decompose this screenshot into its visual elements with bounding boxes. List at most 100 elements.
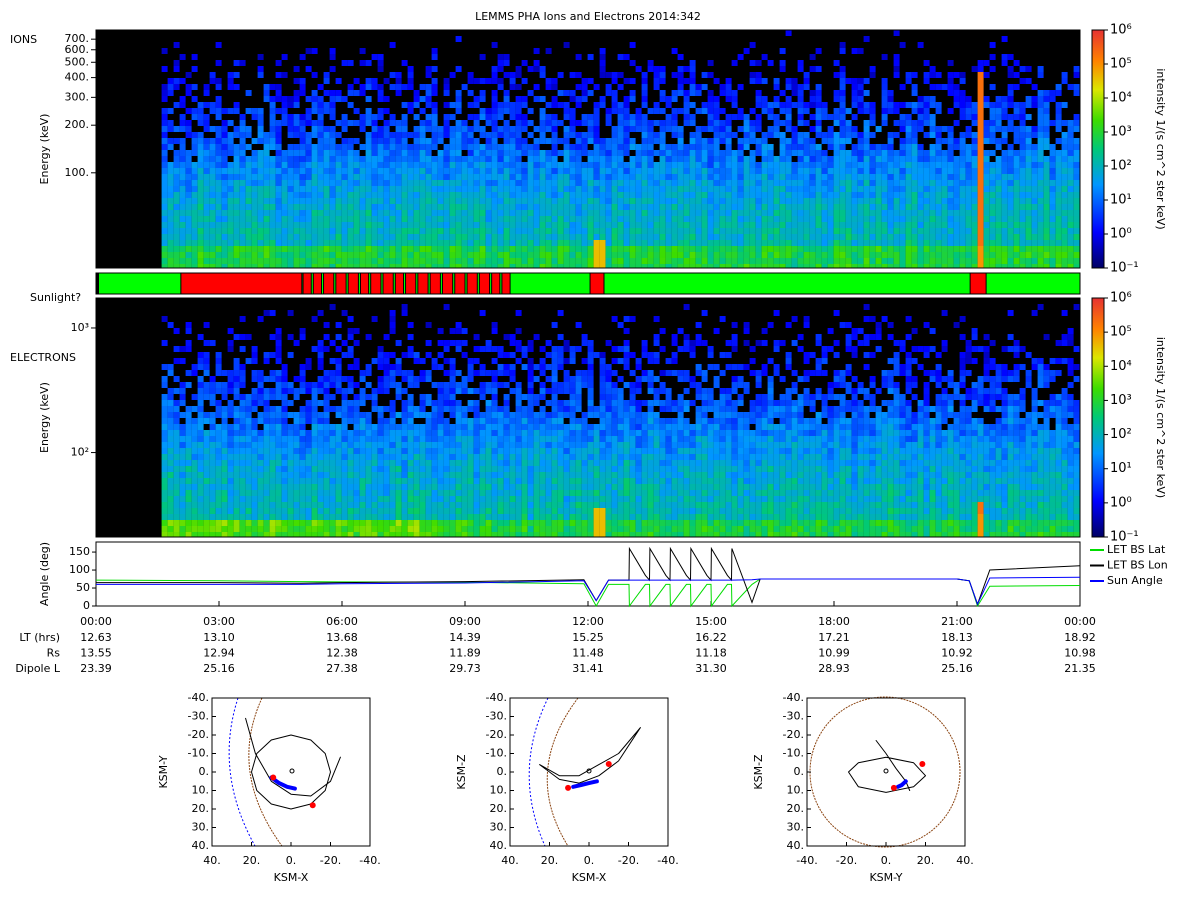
spectrogram-pixel [263, 418, 270, 424]
spectrogram-pixel [953, 180, 960, 186]
spectrogram-pixel [401, 174, 408, 180]
spectrogram-pixel [1019, 252, 1026, 258]
spectrogram-pixel [485, 204, 492, 210]
spectrogram-pixel [947, 192, 954, 198]
spectrogram-pixel [479, 258, 486, 264]
spectrogram-pixel [347, 186, 354, 192]
spectrogram-pixel [203, 436, 210, 442]
spectrogram-pixel [773, 216, 780, 222]
spectrogram-pixel [737, 258, 744, 264]
spectrogram-pixel [197, 514, 204, 520]
spectrogram-pixel [383, 174, 390, 180]
spectrogram-pixel [1001, 186, 1008, 192]
spectrogram-pixel [1067, 162, 1074, 168]
spectrogram-pixel [251, 156, 258, 162]
spectrogram-pixel [893, 66, 900, 72]
spectrogram-pixel [377, 228, 384, 234]
spectrogram-pixel [401, 138, 408, 144]
spectrogram-pixel [575, 156, 582, 162]
spectrogram-pixel [305, 192, 312, 198]
spectrogram-pixel [233, 442, 240, 448]
spectrogram-pixel [263, 430, 270, 436]
spectrogram-pixel [287, 240, 294, 246]
spectrogram-pixel [533, 246, 540, 252]
spectrogram-pixel [893, 252, 900, 258]
spectrogram-pixel [659, 78, 666, 84]
spectrogram-pixel [551, 240, 558, 246]
spectrogram-pixel [269, 144, 276, 150]
spectrogram-pixel [365, 186, 372, 192]
spectrogram-pixel [1049, 198, 1056, 204]
spectrogram-pixel [1037, 198, 1044, 204]
spectrogram-pixel [371, 186, 378, 192]
spectrogram-pixel [719, 246, 726, 252]
spectrogram-pixel [641, 234, 648, 240]
spectrogram-pixel [203, 532, 210, 537]
spectrogram-pixel [755, 264, 762, 268]
spectrogram-pixel [293, 120, 300, 126]
spectrogram-pixel [893, 228, 900, 234]
spectrogram-pixel [257, 210, 264, 216]
spectrogram-pixel [1073, 234, 1080, 240]
spectrogram-pixel [209, 520, 216, 526]
spectrogram-pixel [1043, 252, 1050, 258]
spectrogram-pixel [641, 240, 648, 246]
spectrogram-pixel [389, 228, 396, 234]
spectrogram-pixel [1031, 204, 1038, 210]
spectrogram-pixel [617, 168, 624, 174]
spectrogram-pixel [857, 240, 864, 246]
spectrogram-pixel [407, 144, 414, 150]
spectrogram-pixel [173, 42, 180, 48]
spectrogram-pixel [983, 162, 990, 168]
spectrogram-pixel [767, 264, 774, 268]
spectrogram-pixel [857, 84, 864, 90]
spectrogram-pixel [227, 252, 234, 258]
spectrogram-pixel [581, 180, 588, 186]
spectrogram-pixel [425, 186, 432, 192]
spectrogram-pixel [221, 204, 228, 210]
spectrogram-pixel [317, 228, 324, 234]
timeline-label: Sunlight? [30, 291, 81, 304]
spectrogram-pixel [263, 132, 270, 138]
spectrogram-pixel [311, 132, 318, 138]
spectrogram-pixel [593, 228, 600, 234]
spectrogram-pixel [179, 252, 186, 258]
y-tick-label: 400. [65, 71, 90, 84]
spectrogram-pixel [1001, 162, 1008, 168]
spectrogram-pixel [413, 258, 420, 264]
spectrogram-pixel [413, 144, 420, 150]
spectrogram-pixel [179, 168, 186, 174]
spectrogram-pixel [755, 180, 762, 186]
spectrogram-pixel [593, 240, 600, 246]
spectrogram-pixel [305, 204, 312, 210]
spectrogram-pixel [911, 180, 918, 186]
spectrogram-pixel [341, 186, 348, 192]
spectrogram-pixel [665, 246, 672, 252]
spectrogram-pixel [707, 102, 714, 108]
spectrogram-pixel [413, 252, 420, 258]
spectrogram-pixel [767, 168, 774, 174]
spectrogram-pixel [377, 246, 384, 252]
spectrogram-pixel [389, 222, 396, 228]
spectrogram-pixel [311, 144, 318, 150]
spectrogram-pixel [209, 526, 216, 532]
spectrogram-pixel [185, 204, 192, 210]
spectrogram-pixel [161, 448, 168, 454]
spectrogram-pixel [1067, 144, 1074, 150]
spectrogram-pixel [731, 102, 738, 108]
spectrogram-pixel [359, 246, 366, 252]
spectrogram-pixel [485, 246, 492, 252]
spectrogram-pixel [755, 252, 762, 258]
spectrogram-pixel [1025, 156, 1032, 162]
spectrogram-pixel [473, 144, 480, 150]
spectrogram-pixel [923, 132, 930, 138]
spectrogram-pixel [413, 180, 420, 186]
spectrogram-pixel [353, 228, 360, 234]
spectrogram-pixel [623, 54, 630, 60]
spectrogram-pixel [833, 252, 840, 258]
spectrogram-pixel [635, 210, 642, 216]
spectrogram-pixel [671, 222, 678, 228]
spectrogram-pixel [479, 114, 486, 120]
spectrogram-pixel [497, 222, 504, 228]
spectrogram-pixel [359, 60, 366, 66]
